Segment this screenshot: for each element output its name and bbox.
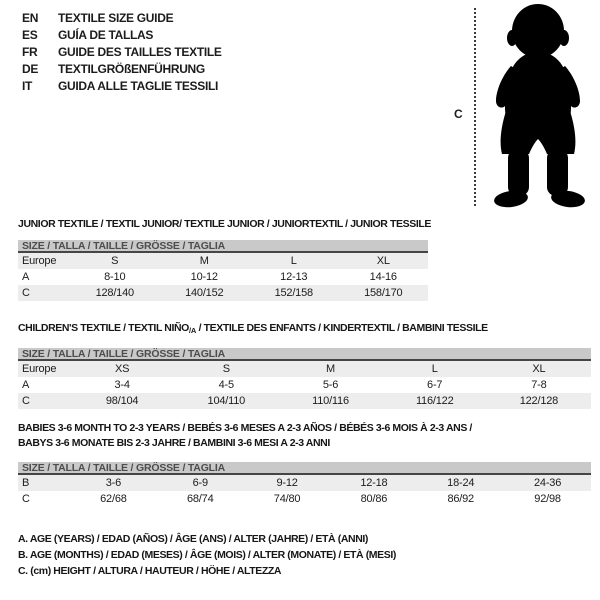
footnote-b: B. AGE (MONTHS) / EDAD (MESES) / ÂGE (MO… xyxy=(18,549,396,561)
junior-size-table: SIZE / TALLA / TAILLE / GRÖSSE / TAGLIA … xyxy=(18,240,428,301)
table-cell: 10-12 xyxy=(190,271,218,283)
language-code: FR xyxy=(22,45,38,59)
size-header-bar: SIZE / TALLA / TAILLE / GRÖSSE / TAGLIA xyxy=(18,348,591,361)
table-cell: 110/116 xyxy=(312,395,349,407)
table-cell: L xyxy=(290,255,297,267)
language-row: FR GUIDE DES TAILLES TEXTILE xyxy=(22,44,222,61)
row-label: C xyxy=(22,287,30,299)
table-cell: S xyxy=(222,363,230,375)
table-cell: 140/152 xyxy=(185,287,224,299)
language-title: TEXTILE SIZE GUIDE xyxy=(58,11,174,25)
table-cell: XS xyxy=(114,363,130,375)
footnote-c: C. (cm) HEIGHT / ALTURA / HAUTEUR / HÖHE… xyxy=(18,565,282,577)
language-title: GUIDE DES TAILLES TEXTILE xyxy=(58,45,222,59)
height-measure-label: C xyxy=(454,107,463,121)
table-cell: 86/92 xyxy=(447,493,474,505)
language-title: GUIDA ALLE TAGLIE TESSILI xyxy=(58,79,219,93)
table-row: B 3-6 6-9 9-12 12-18 18-24 24-36 xyxy=(18,475,591,491)
babies-heading-line2: BABYS 3-6 MONATE BIS 2-3 JAHRE / BAMBINI… xyxy=(18,437,330,449)
babies-section: BABIES 3-6 MONTH TO 2-3 YEARS / BEBÉS 3-… xyxy=(18,421,591,507)
row-label: A xyxy=(22,379,30,391)
table-cell: 158/170 xyxy=(364,287,403,299)
toddler-silhouette-icon xyxy=(494,4,585,208)
table-row: C 128/140 140/152 152/158 158/170 xyxy=(18,285,428,301)
row-label: B xyxy=(22,477,30,489)
size-header-bar: SIZE / TALLA / TAILLE / GRÖSSE / TAGLIA xyxy=(18,240,428,253)
table-cell: 12-18 xyxy=(360,477,388,489)
table-cell: 92/98 xyxy=(534,493,561,505)
table-cell: 122/128 xyxy=(519,395,559,407)
children-size-table: SIZE / TALLA / TAILLE / GRÖSSE / TAGLIA … xyxy=(18,348,591,409)
footnotes: A. AGE (YEARS) / EDAD (AÑOS) / ÂGE (ANS)… xyxy=(18,531,396,579)
language-row: DE TEXTILGRÖßENFÜHRUNG xyxy=(22,61,222,78)
language-title: TEXTILGRÖßENFÜHRUNG xyxy=(58,62,205,76)
language-code: EN xyxy=(22,11,39,25)
language-row: EN TEXTILE SIZE GUIDE xyxy=(22,10,222,27)
row-label: Europe xyxy=(22,363,57,375)
row-label: A xyxy=(22,271,30,283)
table-cell: 6-9 xyxy=(192,477,209,489)
table-cell: 98/104 xyxy=(105,395,139,407)
language-code: ES xyxy=(22,28,38,42)
table-cell: 4-5 xyxy=(218,379,235,391)
table-row: A 8-10 10-12 12-13 14-16 xyxy=(18,269,428,285)
size-header-bar: SIZE / TALLA / TAILLE / GRÖSSE / TAGLIA xyxy=(18,462,591,475)
footnote-a: A. AGE (YEARS) / EDAD (AÑOS) / ÂGE (ANS)… xyxy=(18,533,369,545)
table-row: Europe XS S M L XL xyxy=(18,361,591,377)
table-cell: XL xyxy=(376,255,390,267)
babies-heading: BABIES 3-6 MONTH TO 2-3 YEARS / BEBÉS 3-… xyxy=(18,421,591,451)
row-label: C xyxy=(22,493,30,505)
height-measure-figure: C xyxy=(440,0,600,215)
babies-heading-line1: BABIES 3-6 MONTH TO 2-3 YEARS / BEBÉS 3-… xyxy=(18,422,472,434)
language-code: DE xyxy=(22,62,39,76)
table-cell: M xyxy=(326,363,335,375)
table-cell: L xyxy=(431,363,438,375)
table-cell: 68/74 xyxy=(186,493,214,505)
table-cell: 74/80 xyxy=(273,493,301,505)
table-cell: 8-10 xyxy=(104,271,126,283)
table-cell: 104/110 xyxy=(207,395,246,407)
language-code: IT xyxy=(22,79,33,93)
table-cell: M xyxy=(199,255,209,267)
table-row: Europe S M L XL xyxy=(18,253,428,269)
table-cell: 5-6 xyxy=(322,379,339,391)
language-title: GUÍA DE TALLAS xyxy=(58,28,154,42)
language-title-list: EN TEXTILE SIZE GUIDE ES GUÍA DE TALLAS … xyxy=(22,10,222,95)
dotted-height-line xyxy=(474,8,476,206)
table-cell: 62/68 xyxy=(100,493,127,505)
children-heading-subscript: /A xyxy=(188,326,197,335)
row-label: C xyxy=(22,395,30,407)
table-cell: 24-36 xyxy=(533,477,562,489)
table-cell: 14-16 xyxy=(369,271,397,283)
table-cell: 3-6 xyxy=(105,477,122,489)
table-row: C 62/68 68/74 74/80 80/86 86/92 92/98 xyxy=(18,491,591,507)
children-heading: CHILDREN'S TEXTILE / TEXTIL NIÑO/A / TEX… xyxy=(18,321,591,338)
table-cell: 80/86 xyxy=(360,493,388,505)
table-cell: 6-7 xyxy=(427,379,443,391)
language-row: IT GUIDA ALLE TAGLIE TESSILI xyxy=(22,78,222,95)
table-cell: 12-13 xyxy=(280,271,308,283)
language-row: ES GUÍA DE TALLAS xyxy=(22,27,222,44)
table-cell: 9-12 xyxy=(276,477,298,489)
table-cell: S xyxy=(111,255,119,267)
children-section: CHILDREN'S TEXTILE / TEXTIL NIÑO/A / TEX… xyxy=(18,321,591,409)
row-label: Europe xyxy=(22,255,57,267)
table-row: C 98/104 104/110 110/116 116/122 122/128 xyxy=(18,393,591,409)
table-cell: 18-24 xyxy=(447,477,475,489)
junior-heading: JUNIOR TEXTILE / TEXTIL JUNIOR/ TEXTILE … xyxy=(18,218,431,230)
table-cell: 7-8 xyxy=(531,379,547,391)
children-heading-text: / TEXTILE DES ENFANTS / KINDERTEXTIL / B… xyxy=(196,322,489,334)
table-cell: 128/140 xyxy=(95,287,135,299)
babies-size-table: SIZE / TALLA / TAILLE / GRÖSSE / TAGLIA … xyxy=(18,462,591,507)
table-cell: 152/158 xyxy=(274,287,314,299)
table-cell: XL xyxy=(532,363,546,375)
table-cell: 116/122 xyxy=(415,395,454,407)
junior-section: JUNIOR TEXTILE / TEXTIL JUNIOR/ TEXTILE … xyxy=(18,217,431,301)
table-row: A 3-4 4-5 5-6 6-7 7-8 xyxy=(18,377,591,393)
children-heading-text: CHILDREN'S TEXTILE / TEXTIL NIÑO xyxy=(18,322,189,334)
table-cell: 3-4 xyxy=(114,379,130,391)
